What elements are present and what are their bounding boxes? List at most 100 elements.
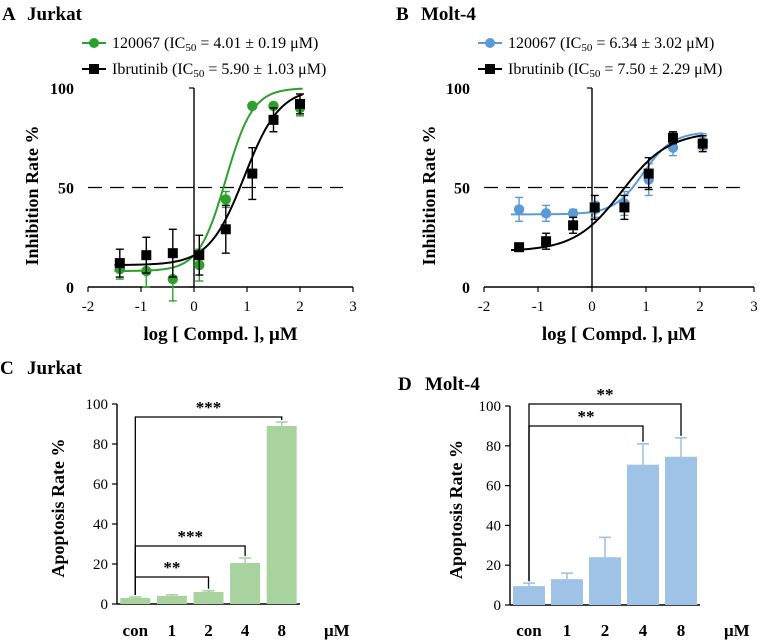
data-point <box>619 202 630 213</box>
x-axis-label: log [ Compd. ], μM <box>542 324 696 345</box>
legend-subscript: 50 <box>193 68 205 80</box>
bar <box>589 557 621 605</box>
panel-title: Molt-4 <box>425 374 480 395</box>
panel-b: B Molt-4 -2 -1 0 1 2 3 0 50 100 log [ Compd. ], μM I… <box>396 4 758 345</box>
category-label: 1 <box>563 621 572 640</box>
legend-marker <box>485 38 495 48</box>
data-point <box>513 204 525 215</box>
data-point <box>568 220 579 231</box>
y-tick-label: 100 <box>446 81 470 98</box>
y-tick-label: 40 <box>486 518 501 534</box>
x-tick-label: 0 <box>190 299 198 315</box>
data-point <box>668 132 678 143</box>
panel-a: A Jurkat -2 -1 0 1 2 3 0 50 100 log [ Compd. ], μM I… <box>2 4 357 345</box>
y-tick-label: 0 <box>66 280 74 297</box>
bar <box>193 592 224 604</box>
y-axis-label: Inhibition Rate % <box>22 125 42 265</box>
y-tick-label: 60 <box>93 477 108 493</box>
panel-title: Molt-4 <box>421 4 476 25</box>
category-label: 8 <box>277 621 286 640</box>
data-point <box>220 194 231 205</box>
legend-text: 120067 (IC <box>112 35 185 52</box>
legend-marker <box>485 64 495 74</box>
y-tick-label: 20 <box>486 558 501 574</box>
data-point <box>514 242 525 253</box>
significance-label: *** <box>196 398 222 417</box>
panel-d: D Molt-4 0 20 40 60 80 100 Apoptosis Rate % con 1 2… <box>398 374 750 640</box>
x-tick-label: 0 <box>588 299 596 315</box>
bar <box>266 426 297 604</box>
category-label: 4 <box>639 621 648 640</box>
y-tick-label: 100 <box>479 399 502 415</box>
x-tick-label: 2 <box>696 299 704 315</box>
data-point <box>589 202 600 213</box>
legend-text: = 5.90 ± 1.03 μM) <box>204 61 326 78</box>
data-point <box>643 168 654 179</box>
y-tick-label: 50 <box>58 181 74 198</box>
data-point <box>194 250 205 261</box>
panel-title: Jurkat <box>27 358 83 379</box>
legend-text: = 7.50 ± 2.29 μM) <box>600 61 722 78</box>
y-tick-label: 0 <box>101 597 109 613</box>
category-label: 2 <box>601 621 610 640</box>
data-point <box>167 248 178 259</box>
panel-letter: D <box>398 374 412 395</box>
data-point <box>247 168 258 179</box>
significance-label: ** <box>163 558 180 577</box>
y-tick-label: 80 <box>486 439 501 455</box>
panel-letter: B <box>396 4 409 25</box>
x-tick-label: -2 <box>478 299 491 315</box>
significance-label: ** <box>578 407 595 426</box>
legend-item: 120067 (IC50 = 6.34 ± 3.02 μM) <box>478 35 714 54</box>
legend-marker <box>89 38 99 48</box>
significance-bracket <box>134 576 210 595</box>
data-point <box>268 114 279 125</box>
y-axis-label: Apoptosis Rate % <box>446 440 466 579</box>
significance-bracket <box>134 416 283 595</box>
legend-text: Ibrutinib (IC <box>508 61 589 78</box>
legend-subscript: 50 <box>589 68 601 80</box>
fit-curve <box>510 134 703 252</box>
bar <box>230 563 261 604</box>
panel-letter: C <box>0 358 14 379</box>
legend-text: = 6.34 ± 3.02 μM) <box>592 35 714 52</box>
bar <box>120 598 151 604</box>
y-tick-label: 0 <box>494 598 502 614</box>
x-tick-label: 1 <box>243 299 251 315</box>
legend-label: Ibrutinib (IC50 = 5.90 ± 1.03 μM) <box>112 61 326 80</box>
x-tick-label: -1 <box>532 299 545 315</box>
x-tick-label: -1 <box>135 299 148 315</box>
data-point <box>697 138 708 149</box>
y-tick-label: 60 <box>486 479 501 495</box>
bar <box>627 464 659 605</box>
unit-label: μM <box>324 621 350 640</box>
significance-label: ** <box>597 385 614 404</box>
legend-text: 120067 (IC <box>508 35 581 52</box>
legend-label: Ibrutinib (IC50 = 7.50 ± 2.29 μM) <box>508 61 722 80</box>
legend-subscript: 50 <box>581 42 593 54</box>
bar <box>551 579 583 605</box>
y-tick-label: 100 <box>86 397 109 413</box>
legend-item: 120067 (IC50 = 4.01 ± 0.19 μM) <box>82 35 318 54</box>
legend-text: Ibrutinib (IC <box>112 61 193 78</box>
x-tick-label: 3 <box>349 299 357 315</box>
category-label: 2 <box>204 621 213 640</box>
legend-item: Ibrutinib (IC50 = 5.90 ± 1.03 μM) <box>82 61 326 80</box>
significance-label: *** <box>177 527 203 546</box>
x-axis-label: log [ Compd. ], μM <box>143 324 297 345</box>
bar <box>513 586 545 605</box>
y-tick-label: 80 <box>93 437 108 453</box>
category-label: 1 <box>168 621 177 640</box>
significance-bracket <box>134 545 246 595</box>
y-tick-label: 50 <box>454 181 470 198</box>
legend-subscript: 50 <box>185 42 197 54</box>
panel-title: Jurkat <box>27 4 83 25</box>
legend-marker <box>89 64 99 74</box>
bar <box>665 456 697 605</box>
y-axis-label: Apoptosis Rate % <box>48 438 68 577</box>
series-ibrutinib <box>510 131 708 253</box>
data-point <box>114 258 125 269</box>
legend-label: 120067 (IC50 = 6.34 ± 3.02 μM) <box>508 35 714 54</box>
y-axis-label: Inhibition Rate % <box>419 125 439 265</box>
